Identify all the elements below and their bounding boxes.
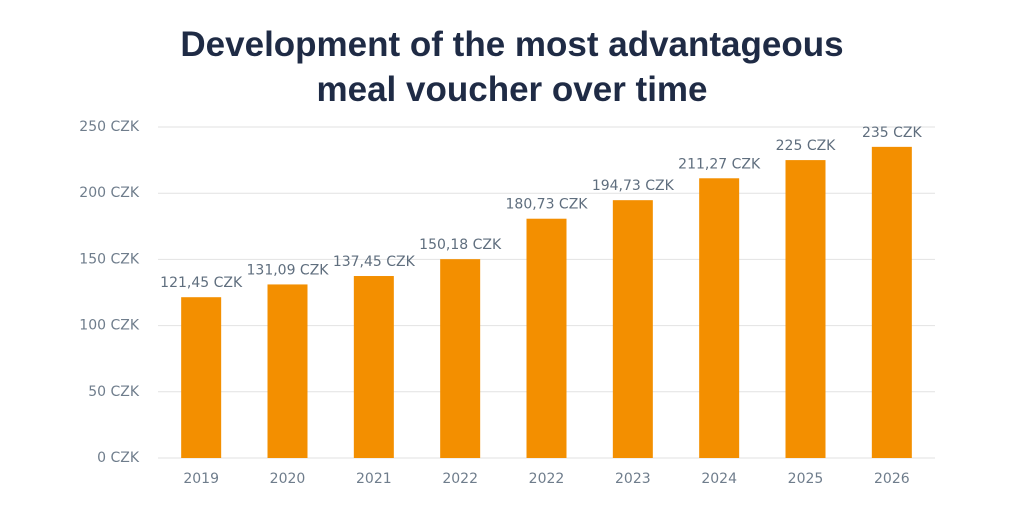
y-tick-label: 150 CZK: [79, 251, 140, 267]
bar: [267, 284, 308, 458]
y-tick-label: 250 CZK: [79, 119, 140, 135]
x-tick-label: 2019: [183, 471, 219, 487]
value-label: 131,09 CZK: [247, 262, 330, 278]
bar: [353, 276, 394, 458]
bar: [440, 259, 481, 458]
y-tick-label: 0 CZK: [97, 450, 140, 466]
bar: [699, 178, 740, 459]
value-label: 235 CZK: [862, 125, 923, 141]
x-tick-label: 2023: [615, 471, 651, 487]
x-tick-label: 2022: [529, 471, 565, 487]
value-label: 180,73 CZK: [506, 197, 589, 213]
value-label: 194,73 CZK: [592, 178, 675, 194]
value-label: 121,45 CZK: [160, 275, 243, 291]
y-tick-label: 200 CZK: [79, 185, 140, 201]
y-tick-label: 100 CZK: [79, 318, 140, 334]
x-tick-label: 2026: [874, 471, 910, 487]
bar: [871, 146, 912, 459]
bar: [181, 297, 222, 458]
chart-title: Development of the most advantageous mea…: [180, 25, 844, 109]
bar: [526, 218, 567, 458]
value-label: 137,45 CZK: [333, 254, 416, 270]
bar: [612, 200, 653, 458]
value-label: 211,27 CZK: [678, 156, 761, 172]
x-tick-label: 2022: [442, 471, 478, 487]
x-tick-label: 2025: [788, 471, 824, 487]
value-label: 225 CZK: [776, 138, 837, 154]
y-tick-label: 50 CZK: [88, 384, 140, 400]
bar: [785, 160, 826, 458]
x-tick-label: 2024: [701, 471, 737, 487]
x-tick-label: 2021: [356, 471, 392, 487]
x-tick-label: 2020: [270, 471, 306, 487]
value-label: 150,18 CZK: [419, 237, 502, 253]
